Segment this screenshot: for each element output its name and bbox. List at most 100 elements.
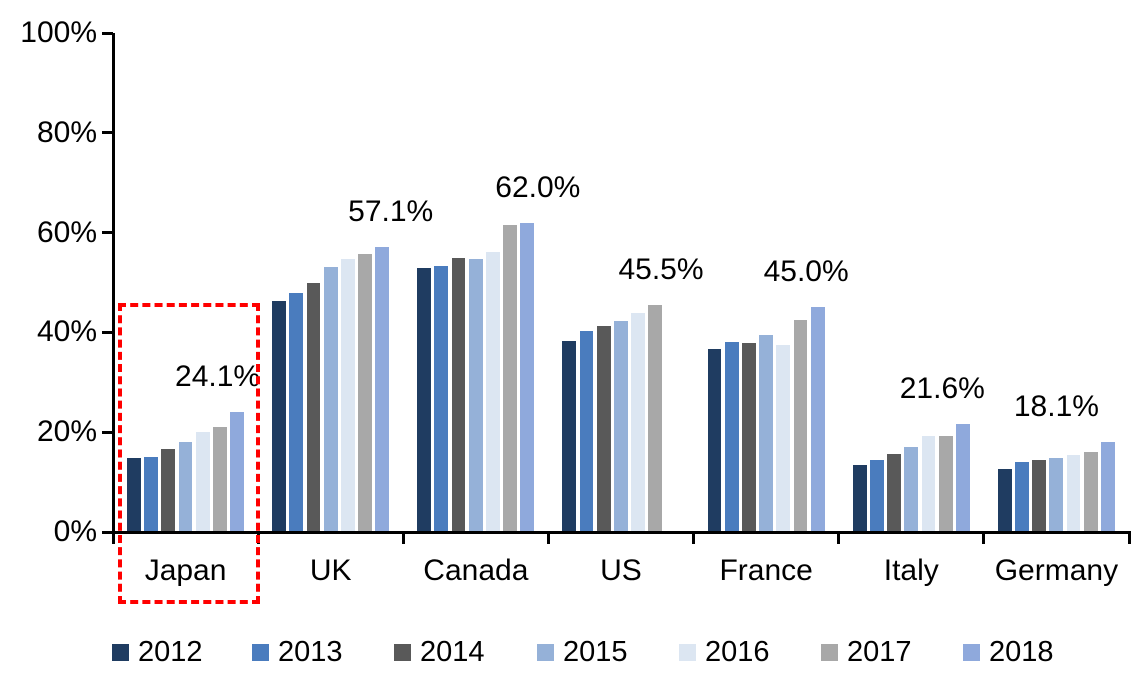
legend-item-2012: 2012 xyxy=(112,637,203,667)
bar-germany-2018 xyxy=(1101,441,1115,532)
bar-canada-2012 xyxy=(417,267,432,532)
bar-germany-2017 xyxy=(1083,452,1098,532)
bar-italy-2013 xyxy=(869,460,884,532)
legend-swatch-2013 xyxy=(252,643,269,661)
y-tick-label: 20% xyxy=(36,415,97,449)
x-tick xyxy=(546,532,550,544)
bar-italy-2015 xyxy=(904,447,919,532)
y-tick-label: 0% xyxy=(53,515,97,548)
legend-item-2016: 2016 xyxy=(679,637,770,667)
data-label-germany: 18.1% xyxy=(1013,389,1099,423)
bar-italy-2012 xyxy=(852,464,867,532)
bar-france-2017 xyxy=(793,320,808,532)
legend-label-2013: 2013 xyxy=(278,636,343,668)
bar-us-2016 xyxy=(631,313,646,532)
legend-item-2015: 2015 xyxy=(537,637,628,667)
category-label-canada: Canada xyxy=(423,554,529,587)
bar-france-2013 xyxy=(724,342,739,532)
bar-italy-2016 xyxy=(921,436,936,532)
bar-uk-2016 xyxy=(340,259,355,532)
legend-label-2012: 2012 xyxy=(138,636,203,668)
legend-label-2014: 2014 xyxy=(420,636,485,668)
y-tick xyxy=(102,31,113,35)
bar-germany-2012 xyxy=(997,468,1012,532)
bar-uk-2015 xyxy=(323,266,338,532)
bar-germany-2016 xyxy=(1066,454,1081,532)
bar-france-2014 xyxy=(741,342,756,532)
y-tick-label: 80% xyxy=(36,115,97,149)
legend-swatch-2016 xyxy=(679,643,696,661)
japan-highlight-rect xyxy=(118,303,261,604)
legend-swatch-2014 xyxy=(394,643,411,661)
category-label-italy: Italy xyxy=(883,554,939,587)
legend: 2012 2013 2014 2015 2016 2017 2018 xyxy=(0,630,1142,670)
bar-japan-2017 xyxy=(213,427,227,532)
x-tick xyxy=(692,532,696,544)
y-axis-line xyxy=(111,33,115,534)
legend-label-2015: 2015 xyxy=(563,636,628,668)
bar-france-2018 xyxy=(810,307,825,532)
category-label-uk: UK xyxy=(309,554,352,587)
bar-france-2012 xyxy=(707,349,722,532)
bar-france-2015 xyxy=(759,335,773,532)
bar-japan-2012 xyxy=(127,458,141,532)
bar-us-2014 xyxy=(596,326,611,532)
bar-japan-2014 xyxy=(161,449,176,532)
bar-italy-2017 xyxy=(938,435,953,532)
bar-japan-2018 xyxy=(230,411,244,532)
data-label-italy: 21.6% xyxy=(899,372,985,406)
bar-uk-2013 xyxy=(289,293,304,532)
x-tick xyxy=(982,532,986,544)
bar-germany-2014 xyxy=(1032,459,1047,532)
bar-japan-2015 xyxy=(178,441,193,532)
bar-uk-2014 xyxy=(306,283,321,532)
bar-canada-2013 xyxy=(434,265,449,532)
category-label-japan: Japan xyxy=(144,554,227,587)
category-label-germany: Germany xyxy=(994,554,1119,587)
x-tick xyxy=(111,532,115,544)
legend-item-2013: 2013 xyxy=(252,637,343,667)
bar-canada-2015 xyxy=(468,259,483,532)
y-tick xyxy=(102,330,113,334)
data-label-france: 45.0% xyxy=(763,255,849,289)
legend-swatch-2017 xyxy=(821,643,838,661)
y-tick xyxy=(102,430,113,434)
y-tick-label: 60% xyxy=(36,215,97,249)
x-tick xyxy=(401,532,405,544)
y-tick xyxy=(102,231,113,235)
bar-us-2015 xyxy=(614,320,628,532)
data-label-us: 45.5% xyxy=(618,252,704,286)
bar-germany-2015 xyxy=(1049,457,1064,532)
bar-uk-2017 xyxy=(358,254,372,532)
bar-uk-2018 xyxy=(375,247,390,532)
bar-japan-2013 xyxy=(144,457,158,532)
bar-us-2017 xyxy=(648,304,663,532)
category-label-us: US xyxy=(600,554,642,587)
y-tick xyxy=(102,530,113,534)
data-label-uk: 57.1% xyxy=(348,195,434,229)
bar-germany-2013 xyxy=(1015,461,1029,532)
legend-swatch-2012 xyxy=(112,643,129,661)
legend-swatch-2015 xyxy=(537,643,554,661)
bar-italy-2018 xyxy=(955,424,970,532)
x-axis-line xyxy=(111,530,1131,534)
bar-italy-2014 xyxy=(887,454,901,532)
legend-label-2016: 2016 xyxy=(705,636,770,668)
legend-swatch-2018 xyxy=(963,643,980,661)
x-tick xyxy=(1127,532,1131,544)
bar-canada-2014 xyxy=(451,258,466,532)
y-tick xyxy=(102,131,113,135)
bar-france-2016 xyxy=(776,344,791,532)
data-label-canada: 62.0% xyxy=(495,170,581,204)
y-tick-label: 40% xyxy=(36,315,97,349)
bar-us-2012 xyxy=(562,340,577,532)
bar-uk-2012 xyxy=(272,300,286,532)
bar-canada-2018 xyxy=(520,222,535,532)
legend-label-2017: 2017 xyxy=(847,636,912,668)
legend-label-2018: 2018 xyxy=(989,636,1054,668)
legend-item-2014: 2014 xyxy=(394,637,485,667)
bar-canada-2017 xyxy=(503,225,518,532)
x-tick xyxy=(837,532,841,544)
